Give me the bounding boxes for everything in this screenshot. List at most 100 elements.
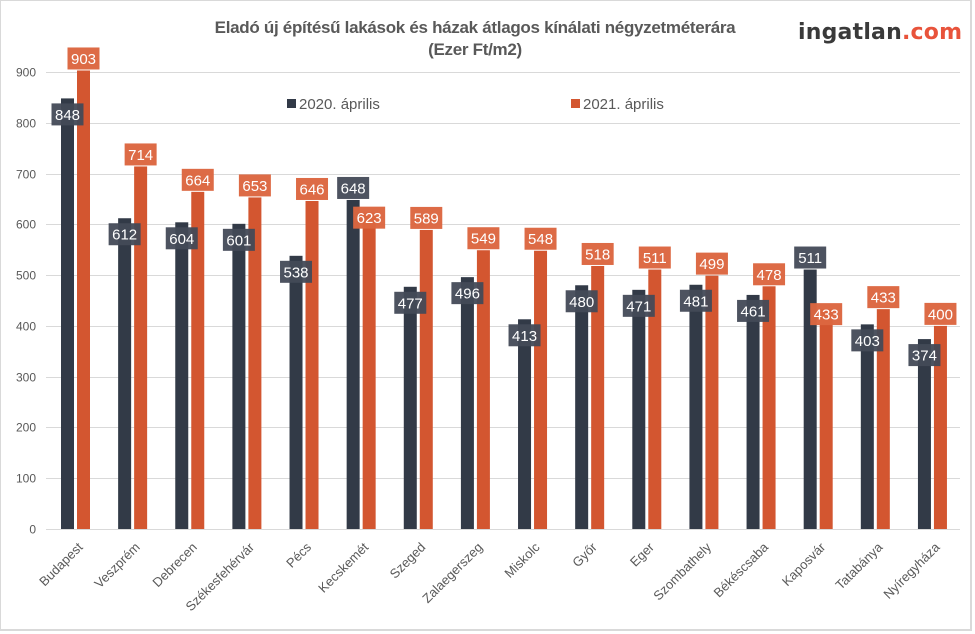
x-tick-label: Pécs	[283, 539, 314, 570]
x-tick-label: Békéscsaba	[710, 539, 771, 600]
bar-2021	[534, 250, 548, 529]
data-label: 518	[585, 246, 610, 263]
bar-2021	[305, 200, 319, 529]
bar-2021	[705, 275, 719, 529]
data-label-box	[222, 228, 255, 251]
data-label-box	[565, 290, 598, 313]
data-label: 433	[814, 307, 839, 324]
data-label: 903	[71, 51, 96, 68]
data-label-box	[67, 47, 100, 70]
y-tick-label: 200	[16, 421, 36, 435]
data-label: 601	[226, 232, 251, 249]
bar-2021	[191, 191, 205, 529]
data-label: 413	[512, 328, 537, 345]
bar-2020	[746, 294, 760, 529]
bar-2020	[917, 339, 931, 529]
data-label-box	[410, 206, 443, 229]
data-label-box	[581, 242, 614, 265]
x-tick-label: Szombathely	[650, 539, 714, 603]
y-tick-label: 400	[16, 320, 36, 334]
data-label-box	[794, 246, 827, 269]
y-tick-label: 300	[16, 371, 36, 385]
data-label: 589	[414, 210, 439, 227]
bar-2021	[248, 197, 262, 529]
bar-2021	[476, 250, 490, 530]
bar-2020	[575, 285, 589, 529]
data-label: 653	[242, 178, 267, 195]
data-label: 374	[912, 348, 937, 365]
bar-2021	[419, 229, 433, 529]
data-label: 646	[300, 181, 325, 198]
bar-2021	[762, 286, 776, 529]
data-label: 511	[643, 250, 667, 267]
data-label: 461	[741, 303, 766, 320]
data-label-box	[451, 282, 484, 305]
data-label-box	[867, 286, 900, 309]
data-label: 478	[757, 267, 782, 284]
bar-2020	[232, 223, 246, 529]
data-label: 499	[699, 256, 724, 273]
bar-2021	[933, 325, 947, 529]
bar-2020	[118, 218, 132, 530]
data-label: 648	[341, 180, 366, 197]
data-label-box	[638, 246, 671, 269]
bar-2021	[77, 70, 90, 529]
y-tick-label: 600	[16, 218, 36, 232]
x-tick-label: Debrecen	[149, 540, 199, 590]
y-tick-label: 900	[16, 66, 36, 80]
data-label: 714	[128, 147, 153, 164]
data-label-box	[737, 299, 770, 322]
data-label: 481	[683, 293, 708, 310]
data-label-box	[753, 263, 786, 286]
data-label: 477	[398, 295, 423, 312]
data-label: 538	[284, 264, 309, 281]
bar-2021	[591, 265, 605, 529]
x-tick-label: Tatabánya	[832, 539, 886, 593]
data-label-box	[280, 260, 313, 283]
bar-2020	[803, 269, 817, 529]
data-label: 400	[928, 306, 953, 323]
x-tick-label: Nyíregyháza	[880, 539, 943, 602]
logo-suffix: .com	[901, 20, 963, 45]
data-label-box	[181, 168, 214, 191]
data-label-box	[353, 206, 386, 229]
data-label-box	[296, 177, 329, 200]
data-label-box	[238, 174, 271, 197]
bar-2020	[175, 222, 189, 529]
legend: 2020. április 2021. április	[287, 96, 664, 113]
bar-2021	[648, 269, 662, 529]
data-label-box	[124, 143, 157, 166]
data-label: 496	[455, 286, 480, 303]
x-tick-label: Kecskemét	[315, 539, 371, 595]
data-label: 433	[871, 290, 896, 307]
bar-2020	[460, 277, 474, 529]
data-labels: 848 903 612 714 604 664 601 653 538 646 648 623 477 5…	[51, 47, 957, 367]
y-tick-label: 0	[29, 523, 36, 537]
x-tick-label: Eger	[627, 539, 657, 569]
data-label: 511	[798, 250, 822, 267]
data-label-box	[695, 252, 728, 275]
bar-2021	[876, 309, 890, 529]
y-tick-label: 500	[16, 269, 36, 283]
data-label: 612	[112, 227, 137, 244]
x-tick-label: Miskolc	[501, 539, 543, 581]
y-tick-label: 100	[16, 472, 36, 486]
bar-2021	[819, 309, 833, 529]
data-label-box	[108, 223, 141, 246]
brand-logo: ingatlan.com	[798, 20, 962, 45]
data-label-box	[394, 291, 427, 314]
data-label: 604	[169, 231, 194, 248]
bar-2021	[362, 212, 376, 529]
data-label: 480	[569, 294, 594, 311]
chart-title-line1: Eladó új építésű lakások és házak átlago…	[214, 18, 736, 37]
data-label-box	[337, 176, 370, 199]
bar-2020	[518, 319, 532, 529]
bar-2020	[289, 255, 303, 529]
data-label-box	[51, 103, 84, 126]
data-label: 848	[55, 107, 80, 124]
y-axis: 0 100 200 300 400 500 600 700 800 900	[16, 66, 36, 537]
bar-2020	[860, 324, 874, 529]
legend-swatch-2	[571, 99, 580, 108]
